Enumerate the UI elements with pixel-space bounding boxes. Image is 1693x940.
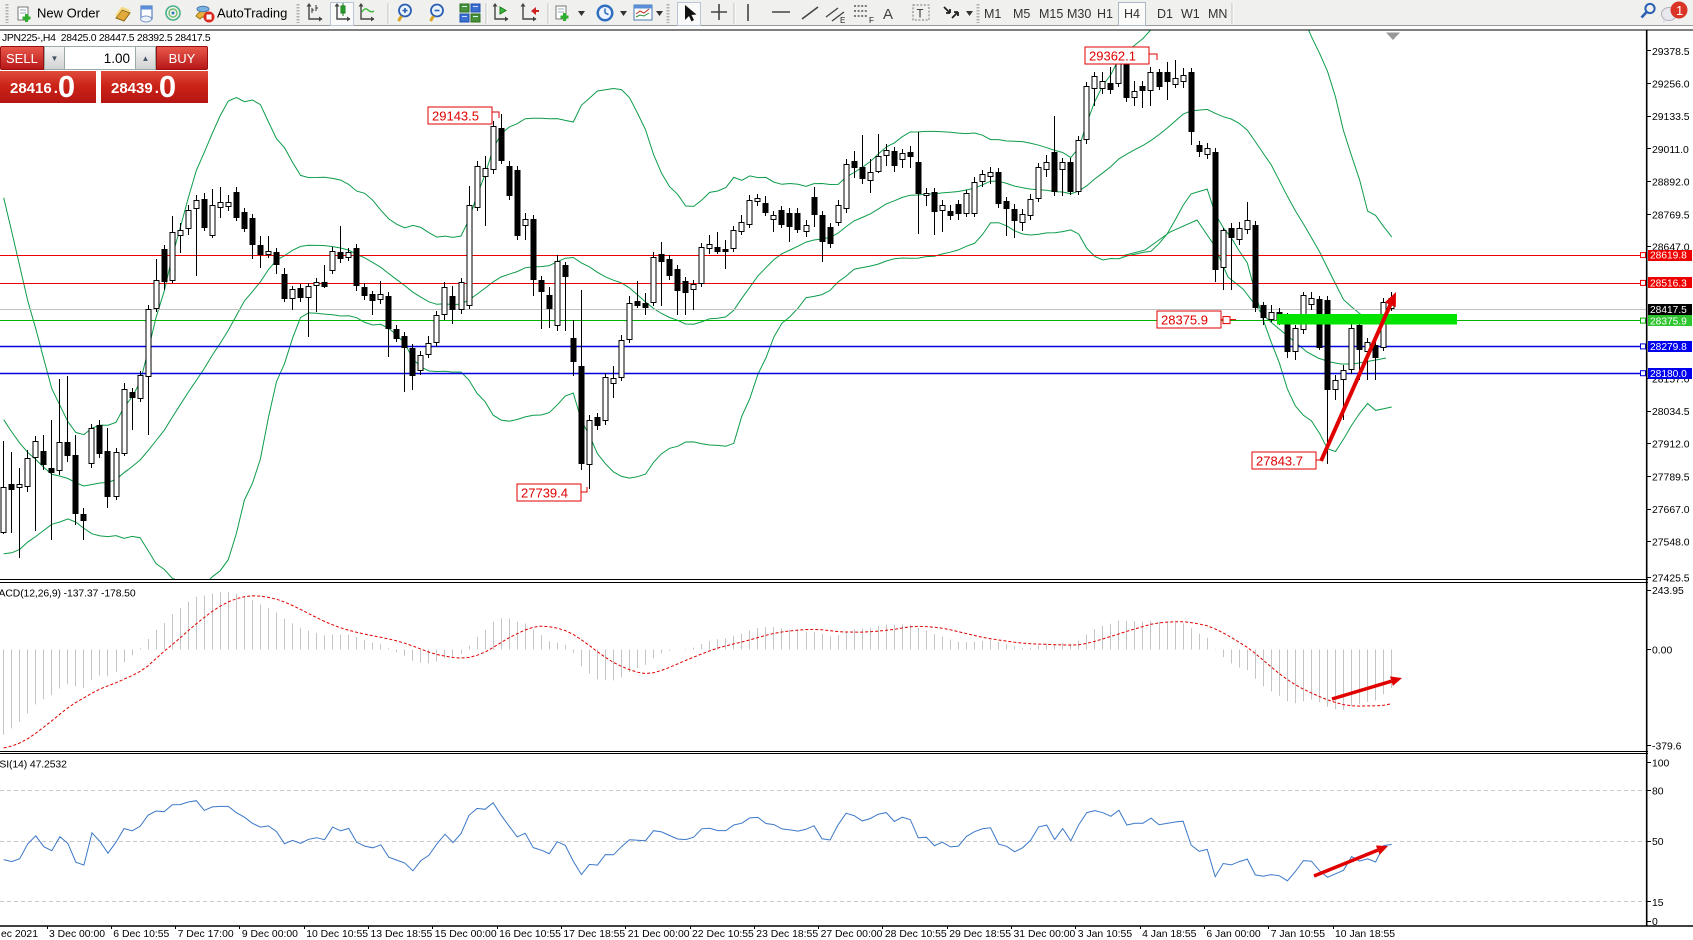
svg-text:29 Dec 18:55: 29 Dec 18:55 (949, 929, 1011, 940)
svg-text:28375.9: 28375.9 (1161, 313, 1208, 328)
svg-text:29143.5: 29143.5 (432, 109, 479, 124)
svg-text:27789.5: 27789.5 (1652, 473, 1690, 484)
svg-text:7 Jan 10:55: 7 Jan 10:55 (1271, 929, 1326, 940)
svg-text:13 Dec 18:55: 13 Dec 18:55 (371, 929, 433, 940)
svg-text:RSI(14) 47.2532: RSI(14) 47.2532 (0, 760, 67, 771)
svg-text:MN: MN (1208, 7, 1227, 21)
svg-text:6 Jan 00:00: 6 Jan 00:00 (1206, 929, 1261, 940)
svg-text:E: E (840, 16, 845, 25)
svg-text:7 Dec 17:00: 7 Dec 17:00 (178, 929, 234, 940)
svg-text:23 Dec 18:55: 23 Dec 18:55 (756, 929, 818, 940)
svg-text:ec 2021: ec 2021 (1, 929, 38, 940)
svg-text:27667.0: 27667.0 (1652, 505, 1690, 516)
svg-text:27425.5: 27425.5 (1652, 574, 1690, 585)
svg-text:4 Jan 18:55: 4 Jan 18:55 (1142, 929, 1197, 940)
svg-text:28180.0: 28180.0 (1650, 369, 1687, 380)
svg-text:80: 80 (1652, 786, 1664, 797)
svg-text:-379.6: -379.6 (1652, 742, 1682, 753)
svg-text:28375.9: 28375.9 (1650, 317, 1687, 328)
svg-text:M15: M15 (1039, 7, 1063, 21)
svg-text:16 Dec 10:55: 16 Dec 10:55 (499, 929, 561, 940)
svg-text:9 Dec 00:00: 9 Dec 00:00 (242, 929, 298, 940)
svg-text:W1: W1 (1181, 7, 1200, 21)
svg-text:29362.1: 29362.1 (1089, 49, 1136, 64)
svg-text:3 Jan 10:55: 3 Jan 10:55 (1078, 929, 1133, 940)
svg-text:100: 100 (1652, 759, 1670, 770)
svg-text:28417.5: 28417.5 (1650, 305, 1687, 316)
svg-text:10 Dec 10:55: 10 Dec 10:55 (306, 929, 368, 940)
svg-text:27 Dec 00:00: 27 Dec 00:00 (821, 929, 883, 940)
svg-text:H1: H1 (1097, 7, 1113, 21)
svg-text:A: A (883, 6, 893, 23)
svg-text:H4: H4 (1124, 7, 1140, 21)
svg-text:1: 1 (1676, 3, 1683, 18)
svg-text:T: T (917, 9, 924, 21)
svg-text:AutoTrading: AutoTrading (217, 6, 287, 21)
svg-text:50: 50 (1652, 837, 1664, 848)
svg-text:28 Dec 10:55: 28 Dec 10:55 (885, 929, 947, 940)
svg-text:27548.0: 27548.0 (1652, 538, 1690, 549)
svg-text:31 Dec 00:00: 31 Dec 00:00 (1014, 929, 1076, 940)
svg-text:28279.8: 28279.8 (1650, 342, 1687, 353)
svg-text:F: F (869, 16, 874, 25)
svg-text:29011.0: 29011.0 (1652, 145, 1689, 156)
svg-text:MACD(12,26,9) -137.37 -178.50: MACD(12,26,9) -137.37 -178.50 (0, 589, 136, 600)
svg-text:21 Dec 00:00: 21 Dec 00:00 (628, 929, 690, 940)
svg-text:243.95: 243.95 (1652, 586, 1684, 597)
svg-text:29378.5: 29378.5 (1652, 47, 1690, 58)
svg-text:M1: M1 (984, 7, 1001, 21)
svg-text:28157.0: 28157.0 (1652, 375, 1690, 386)
svg-text:29133.5: 29133.5 (1652, 112, 1690, 123)
svg-text:M5: M5 (1013, 7, 1030, 21)
svg-text:28619.8: 28619.8 (1650, 251, 1687, 262)
svg-text:28647.0: 28647.0 (1652, 243, 1690, 254)
svg-text:17 Dec 18:55: 17 Dec 18:55 (563, 929, 625, 940)
svg-text:15 Dec 00:00: 15 Dec 00:00 (435, 929, 497, 940)
svg-text:New Order: New Order (37, 6, 101, 21)
svg-text:6 Dec 10:55: 6 Dec 10:55 (113, 929, 169, 940)
svg-text:0.00: 0.00 (1652, 646, 1672, 657)
svg-text:29256.0: 29256.0 (1652, 80, 1690, 91)
svg-text:28892.0: 28892.0 (1652, 178, 1690, 189)
svg-text:D1: D1 (1157, 7, 1173, 21)
svg-text:10 Jan 18:55: 10 Jan 18:55 (1335, 929, 1395, 940)
svg-text:M30: M30 (1067, 7, 1091, 21)
svg-text:3 Dec 00:00: 3 Dec 00:00 (49, 929, 105, 940)
svg-text:27912.0: 27912.0 (1652, 440, 1690, 451)
svg-text:28516.3: 28516.3 (1650, 279, 1687, 290)
svg-text:27843.7: 27843.7 (1256, 454, 1303, 469)
svg-text:0: 0 (1652, 917, 1658, 928)
svg-text:15: 15 (1652, 898, 1664, 909)
svg-text:28769.5: 28769.5 (1652, 210, 1690, 221)
svg-text:22 Dec 10:55: 22 Dec 10:55 (692, 929, 754, 940)
svg-text:27739.4: 27739.4 (521, 486, 568, 501)
svg-text:28034.5: 28034.5 (1652, 407, 1690, 418)
